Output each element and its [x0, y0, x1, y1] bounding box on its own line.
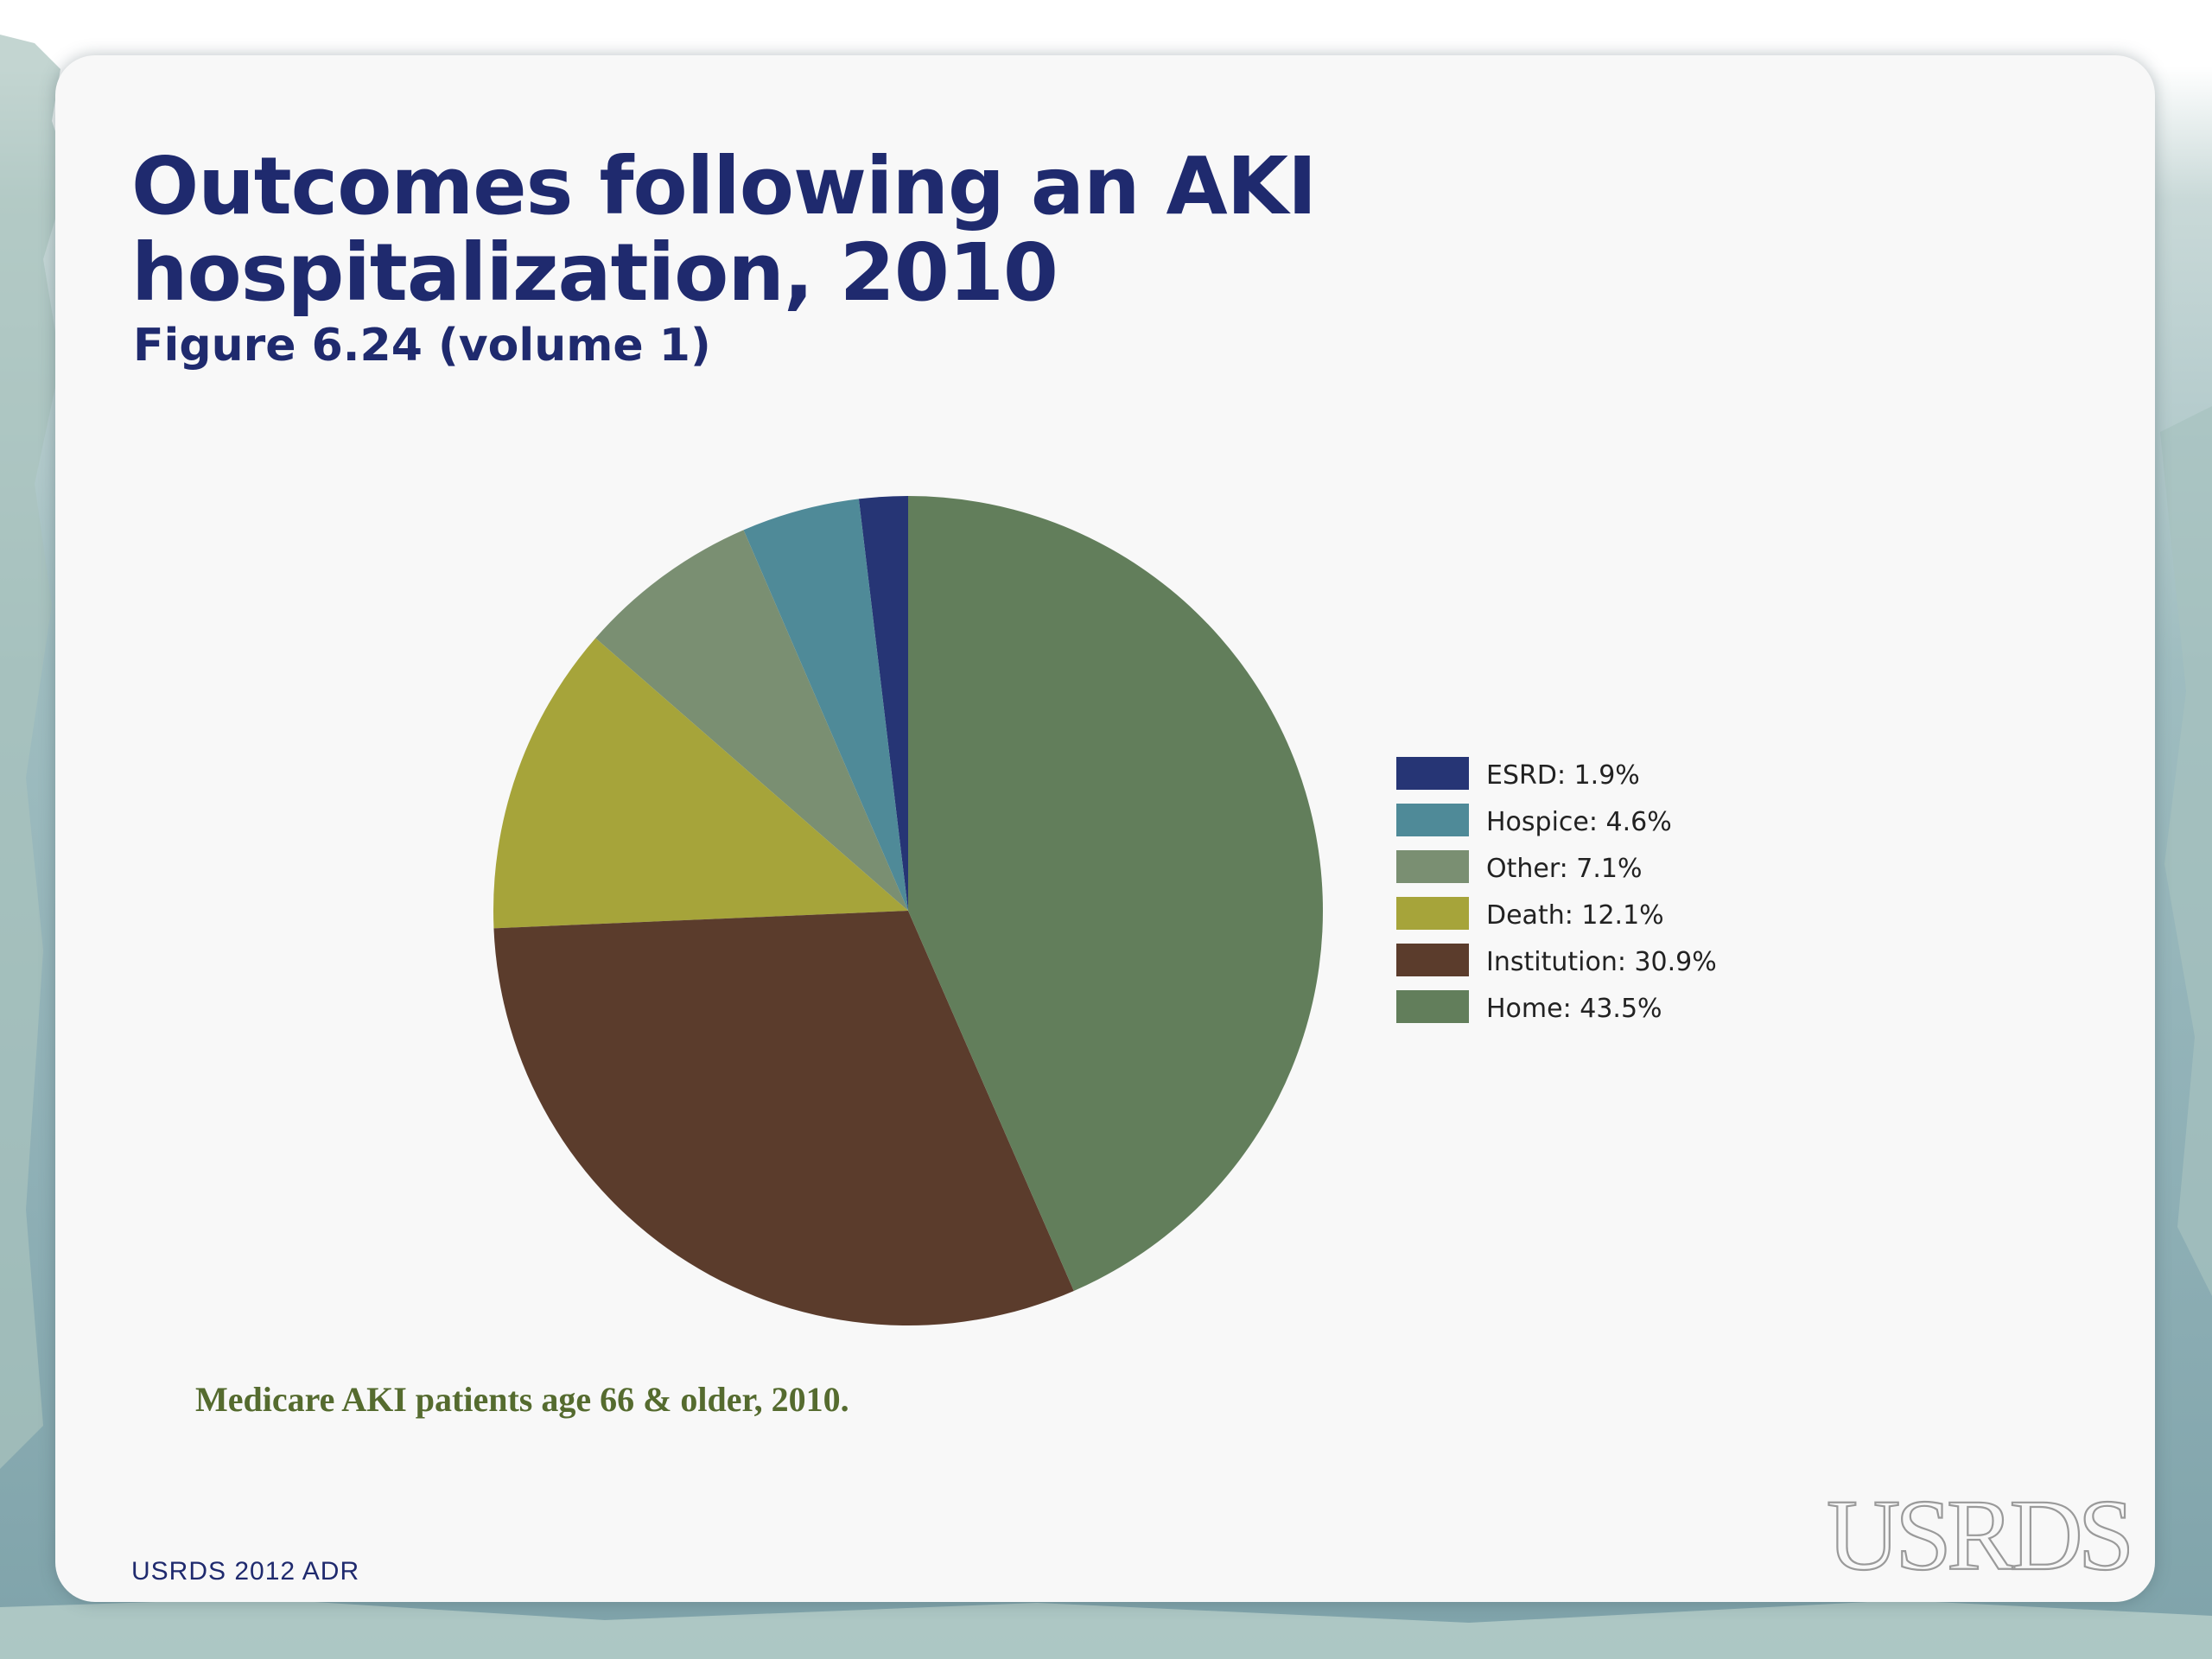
legend-item-hospice: Hospice: 4.6% — [1396, 804, 1672, 837]
pie-slice-hospice — [743, 499, 908, 911]
pie-slices — [493, 496, 1323, 1325]
slide-title: Outcomes following an AKI hospitalizatio… — [131, 143, 1514, 316]
legend-item-institution: Institution: 30.9% — [1396, 944, 1717, 977]
figure-subtitle: Figure 6.24 (volume 1) — [133, 320, 711, 372]
pie-chart: ESRD: 1.9% Hospice: 4.6% Other: 7.1% Death:… — [493, 496, 1717, 1325]
legend-swatch-esrd — [1396, 757, 1469, 790]
title-line-1: Outcomes following an AKI — [131, 140, 1317, 232]
pie-slice-death — [493, 638, 908, 929]
chart-caption: Medicare AKI patients age 66 & older, 20… — [195, 1380, 849, 1419]
legend-swatch-institution — [1396, 944, 1469, 976]
legend-label-death: Death: 12.1% — [1486, 900, 1664, 931]
footer-source: USRDS 2012 ADR — [131, 1557, 360, 1586]
title-line-2: hospitalization, 2010 — [131, 226, 1058, 319]
legend-swatch-other — [1396, 850, 1469, 883]
pie-slice-home — [908, 496, 1323, 1291]
legend-swatch-death — [1396, 897, 1469, 930]
legend-label-home: Home: 43.5% — [1486, 994, 1662, 1024]
legend-swatch-home — [1396, 990, 1469, 1023]
legend-swatch-hospice — [1396, 804, 1469, 836]
legend-item-home: Home: 43.5% — [1396, 990, 1662, 1024]
legend-item-death: Death: 12.1% — [1396, 897, 1664, 931]
svg-text:USRDS: USRDS — [1827, 1478, 2129, 1592]
pie-slice-esrd — [858, 496, 908, 911]
usrds-logo: USRDS — [1826, 1478, 2129, 1592]
chart-legend: ESRD: 1.9% Hospice: 4.6% Other: 7.1% Death:… — [1396, 757, 1717, 1024]
legend-item-other: Other: 7.1% — [1396, 850, 1643, 884]
legend-label-esrd: ESRD: 1.9% — [1486, 760, 1640, 791]
pie-slice-other — [595, 530, 908, 911]
legend-item-esrd: ESRD: 1.9% — [1396, 757, 1640, 791]
legend-label-hospice: Hospice: 4.6% — [1486, 807, 1672, 837]
pie-slice-institution — [493, 911, 1074, 1325]
legend-label-other: Other: 7.1% — [1486, 854, 1643, 884]
slide-panel: Outcomes following an AKI hospitalizatio… — [55, 55, 2155, 1602]
legend-label-institution: Institution: 30.9% — [1486, 947, 1717, 977]
